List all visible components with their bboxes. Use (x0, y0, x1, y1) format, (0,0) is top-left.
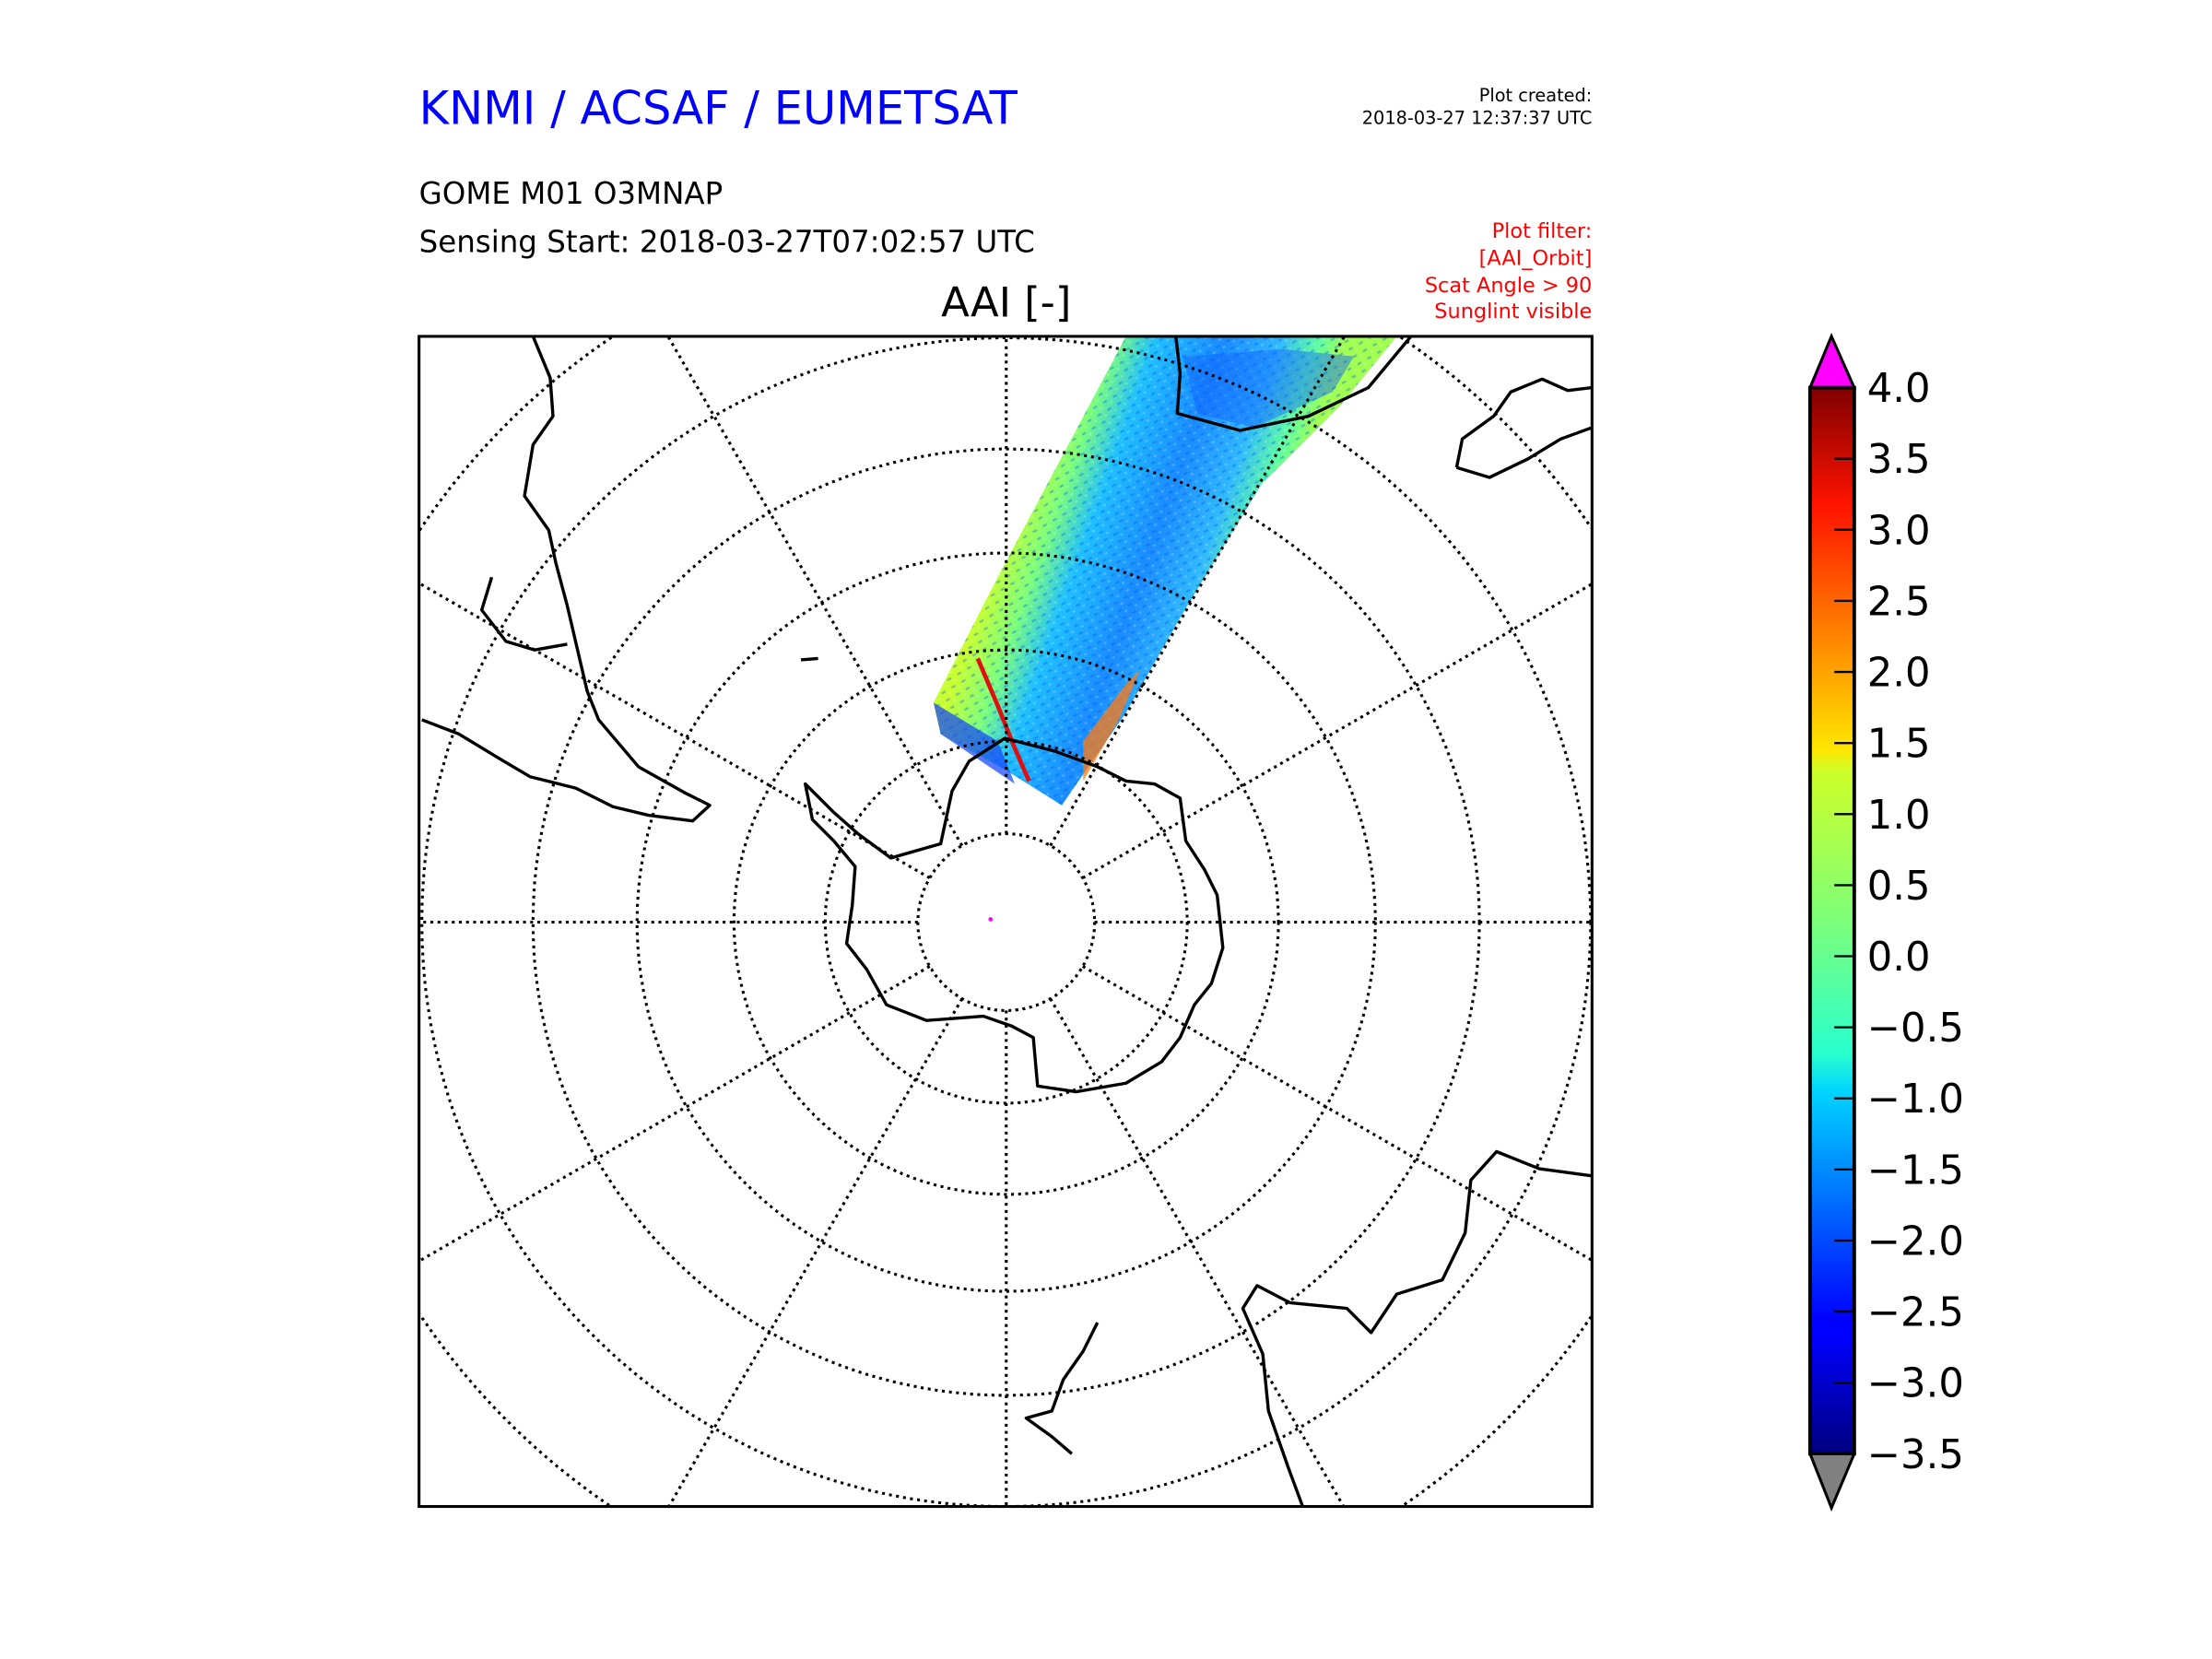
colorbar-tick-label: 2.5 (1867, 579, 1931, 625)
colorbar-tick-label: −3.0 (1867, 1361, 1964, 1407)
meridian-line (1049, 997, 1346, 1507)
product-name: GOME M01 O3MNAP (419, 176, 724, 211)
meridian-line (1082, 582, 1593, 879)
africa-coast (1174, 335, 1413, 432)
madagascar-coast (1454, 377, 1593, 479)
pole-marker (988, 917, 994, 922)
graticule (418, 335, 1593, 1507)
colorbar-tick-label: −2.5 (1867, 1290, 1964, 1336)
meridian-line (1082, 965, 1593, 1262)
colorbar: 4.0 3.5 3.0 2.5 2.0 1.5 1.0 0.5 0.0 −0.5 −1.0 −1.5 −… (1807, 333, 1964, 1512)
map-title: AAI [-] (941, 277, 1071, 326)
colorbar-tick-label: 0.0 (1867, 935, 1931, 981)
colorbar-tick-label: 3.5 (1867, 437, 1931, 483)
colorbar-tick-label: 1.5 (1867, 722, 1931, 768)
colorbar-under-arrow (1807, 1452, 1857, 1512)
sensing-start: Sensing Start: 2018-03-27T07:02:57 UTC (419, 225, 1035, 260)
parallel-circle (418, 335, 1593, 1507)
meridian-line (666, 335, 964, 847)
colorbar-tick-label: −0.5 (1867, 1006, 1964, 1052)
parallel-circle (916, 832, 1097, 1012)
data-swath (933, 335, 1397, 806)
colorbar-tick-label: 1.0 (1867, 793, 1931, 839)
colorbar-over-arrow (1807, 333, 1857, 390)
plot-created-value: 2018-03-27 12:37:37 UTC (1362, 108, 1593, 129)
colorbar-tick-label: 0.5 (1867, 864, 1931, 910)
filter-line: Sunglint visible (1434, 300, 1592, 324)
australia-coast (1241, 1149, 1593, 1507)
plot-created-label: Plot created: (1479, 85, 1593, 106)
antarctica-coast (804, 736, 1225, 1094)
plot-filter: Plot filter: [AAI_Orbit] Scat Angle > 90… (1425, 219, 1592, 324)
filter-line: [AAI_Orbit] (1479, 247, 1593, 271)
colorbar-tick-label: −2.0 (1867, 1218, 1964, 1265)
map (418, 335, 1593, 1507)
south-america-coast (421, 335, 712, 823)
colorbar-tick-label: 4.0 (1867, 366, 1931, 412)
new-zealand-coast (1024, 1322, 1100, 1455)
south-georgia (800, 656, 818, 662)
coastlines (421, 335, 1593, 1507)
meridian-line (418, 965, 931, 1263)
filter-line: Scat Angle > 90 (1425, 274, 1592, 298)
filter-line: Plot filter: (1492, 219, 1593, 243)
map-frame (418, 335, 1594, 1509)
chile-coast (479, 576, 568, 652)
parallel-circle (732, 648, 1280, 1196)
meridian-line (1049, 335, 1347, 847)
meridian-line (418, 582, 931, 879)
colorbar-gradient (1807, 385, 1856, 1456)
colorbar-tick-label: −3.5 (1867, 1432, 1964, 1478)
colorbar-tick-label: 3.0 (1867, 508, 1931, 554)
meridian-line (667, 997, 964, 1507)
colorbar-tick-label: −1.0 (1867, 1077, 1964, 1123)
org-title: KNMI / ACSAF / EUMETSAT (419, 82, 1018, 135)
colorbar-tick-label: 2.0 (1867, 651, 1931, 697)
colorbar-tick-label: −1.5 (1867, 1147, 1964, 1194)
